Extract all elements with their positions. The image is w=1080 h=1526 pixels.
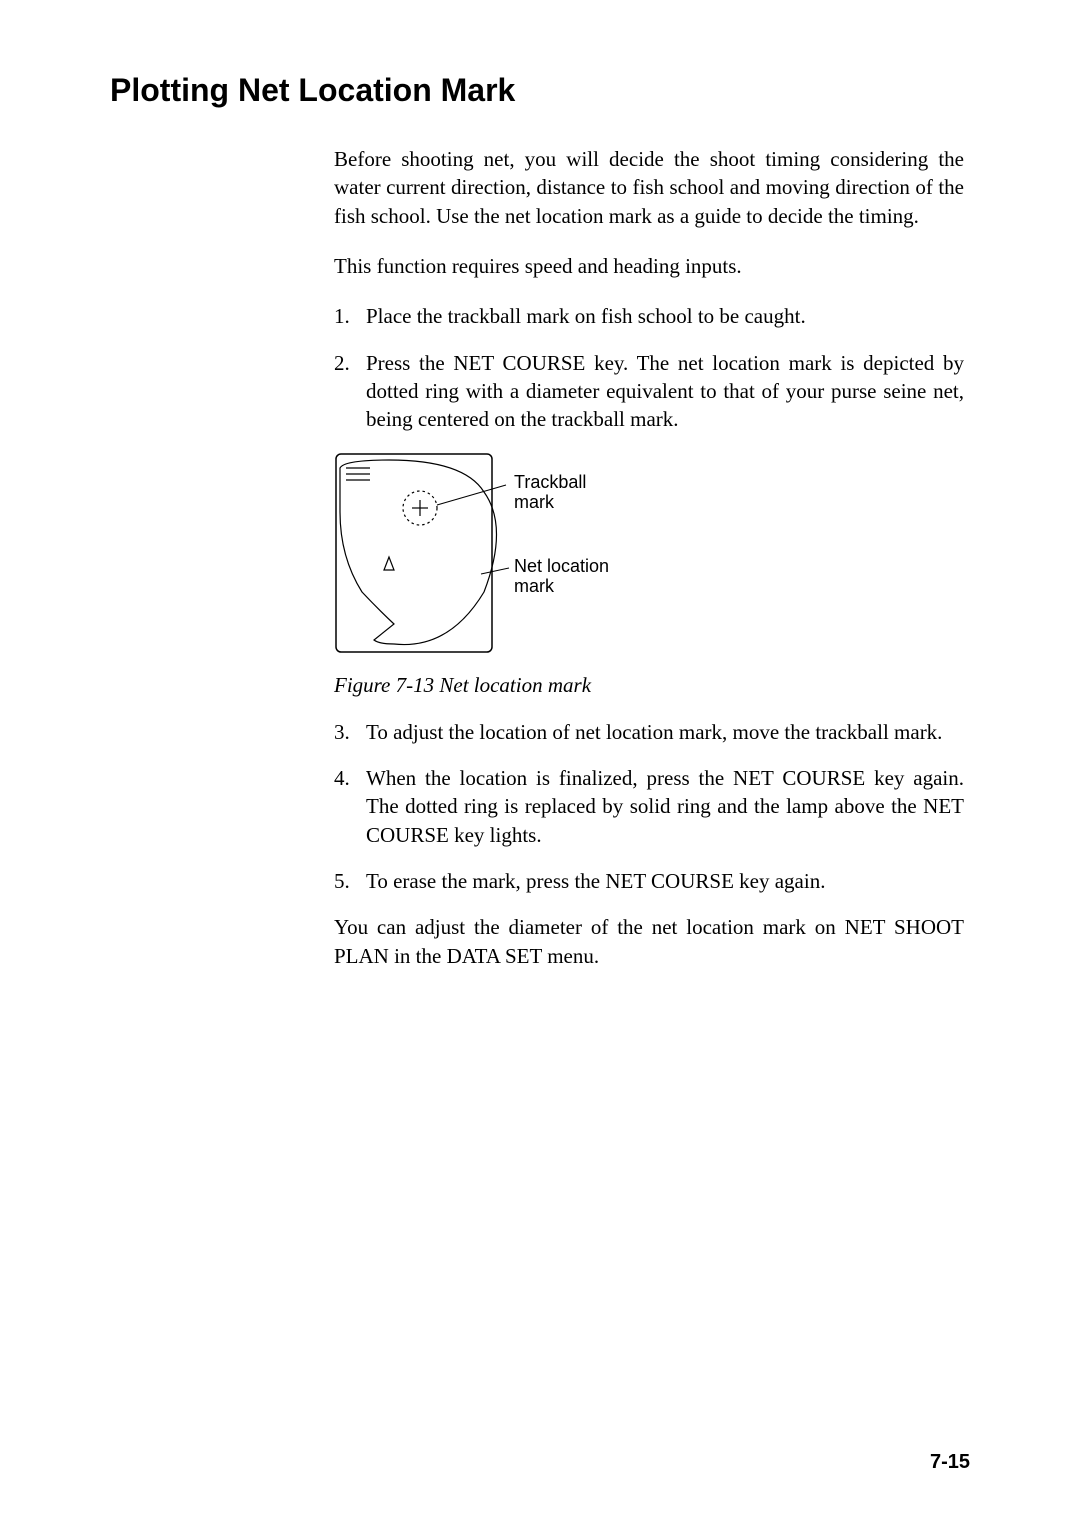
steps-list-part2: To adjust the location of net location m…	[334, 718, 964, 896]
own-ship-icon	[384, 557, 394, 570]
label-trackball-line2: mark	[514, 492, 555, 512]
step-5: To erase the mark, press the NET COURSE …	[334, 867, 964, 895]
net-location-diagram: Trackball mark Net location mark	[334, 452, 654, 657]
closing-paragraph: You can adjust the diameter of the net l…	[334, 913, 964, 970]
intro-paragraph-1: Before shooting net, you will decide the…	[334, 145, 964, 230]
step-3: To adjust the location of net location m…	[334, 718, 964, 746]
leader-netloc	[481, 568, 509, 574]
document-page: Plotting Net Location Mark Before shooti…	[0, 0, 1080, 1526]
leader-trackball	[437, 485, 506, 505]
label-trackball-line1: Trackball	[514, 472, 586, 492]
content-column: Before shooting net, you will decide the…	[334, 145, 964, 970]
page-number: 7-15	[930, 1451, 970, 1474]
figure-caption: Figure 7-13 Net location mark	[334, 673, 964, 698]
step-1: Place the trackball mark on fish school …	[334, 302, 964, 330]
section-heading: Plotting Net Location Mark	[110, 72, 970, 109]
step-2: Press the NET COURSE key. The net locati…	[334, 349, 964, 434]
figure-block: Trackball mark Net location mark Figure …	[334, 452, 964, 698]
label-netloc-line2: mark	[514, 576, 555, 596]
label-netloc-line1: Net location	[514, 556, 609, 576]
steps-list-part1: Place the trackball mark on fish school …	[334, 302, 964, 433]
sonar-arc	[340, 460, 497, 645]
step-4: When the location is finalized, press th…	[334, 764, 964, 849]
intro-paragraph-2: This function requires speed and heading…	[334, 252, 964, 280]
diagram-frame	[336, 454, 492, 652]
